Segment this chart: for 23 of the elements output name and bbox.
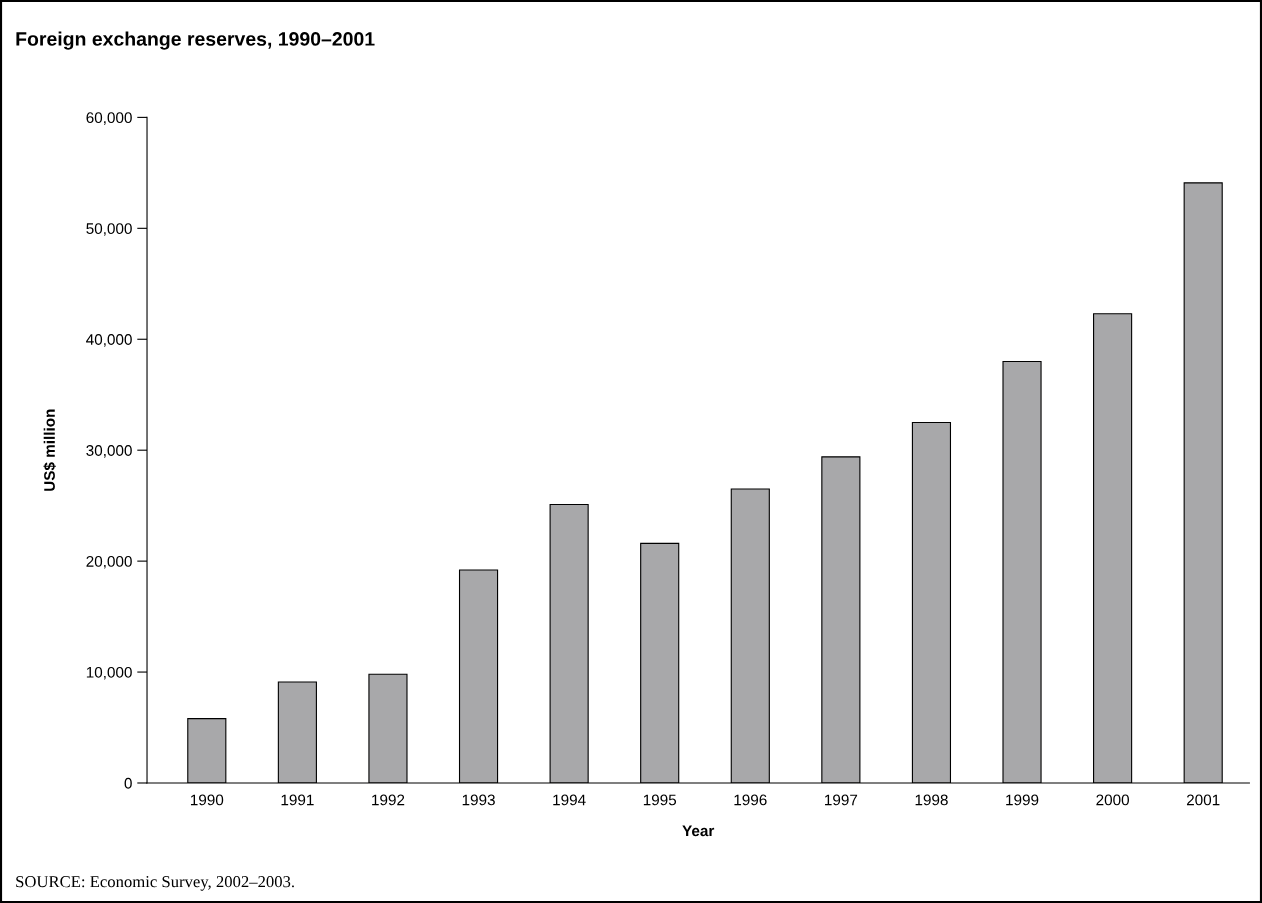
x-tick-label: 1994 (553, 794, 586, 806)
x-axis-title: Year (682, 825, 715, 837)
source-note: SOURCE: Economic Survey, 2002–2003. (16, 876, 294, 891)
x-tick-label: 1996 (734, 794, 767, 806)
y-tick-label: 50,000 (86, 223, 132, 236)
y-tick-label: 10,000 (86, 666, 132, 680)
x-tick-label: 1990 (190, 794, 224, 806)
y-axis-title: US$ million (43, 409, 56, 491)
y-tick-label: 0 (124, 777, 132, 789)
x-tick-label: 1991 (281, 794, 314, 806)
x-tick-label: 1992 (372, 794, 405, 806)
x-tick-label: 2001 (1186, 794, 1220, 806)
x-tick-label: 1997 (825, 794, 858, 806)
y-tick-label: 20,000 (86, 555, 132, 569)
x-tick-label: 2000 (1096, 794, 1129, 806)
chart-title: Foreign exchange reserves, 1990–2001 (16, 31, 375, 50)
y-tick-label: 30,000 (86, 445, 132, 458)
y-tick-label: 40,000 (86, 334, 132, 347)
x-tick-label: 1998 (915, 794, 948, 806)
x-tick-label: 1995 (643, 794, 677, 806)
x-tick-label: 1999 (1006, 794, 1039, 806)
x-tick-label: 1993 (462, 794, 495, 806)
y-tick-label: 60,000 (86, 112, 132, 125)
